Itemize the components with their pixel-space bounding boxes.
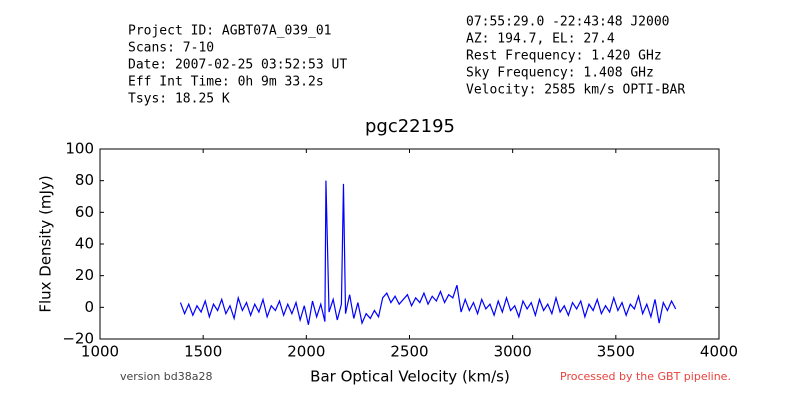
y-tick-label: 40 xyxy=(75,235,94,253)
chart-title: pgc22195 xyxy=(365,116,455,137)
info-line: Sky Frequency: 1.408 GHz xyxy=(466,66,654,81)
y-tick-label: −20 xyxy=(62,330,94,348)
x-tick-label: 3500 xyxy=(597,343,635,361)
info-line: 07:55:29.0 -22:43:48 J2000 xyxy=(466,15,670,30)
y-axis-label: Flux Density (mJy) xyxy=(37,175,55,312)
y-tick-label: 0 xyxy=(84,298,94,316)
x-tick-label: 4000 xyxy=(700,343,738,361)
info-line: Tsys: 18.25 K xyxy=(128,92,230,107)
info-line: Eff Int Time: 0h 9m 33.2s xyxy=(128,75,324,90)
y-tick-label: 100 xyxy=(65,140,94,158)
pipeline-note: Processed by the GBT pipeline. xyxy=(560,370,731,383)
y-tick-label: 20 xyxy=(75,266,94,284)
info-line: Date: 2007-02-25 03:52:53 UT xyxy=(128,58,347,73)
x-tick-label: 1500 xyxy=(184,343,222,361)
info-line: AZ: 194.7, EL: 27.4 xyxy=(466,32,615,47)
info-line: Scans: 7-10 xyxy=(128,41,214,56)
x-tick-label: 3000 xyxy=(494,343,532,361)
spectrum-line xyxy=(179,180,677,326)
info-line: Rest Frequency: 1.420 GHz xyxy=(466,49,662,64)
info-line: Velocity: 2585 km/s OPTI-BAR xyxy=(466,83,685,98)
x-tick-label: 2500 xyxy=(390,343,428,361)
x-tick-label: 1000 xyxy=(81,343,119,361)
x-tick-label: 2000 xyxy=(287,343,325,361)
version-note: version bd38a28 xyxy=(120,370,213,383)
x-axis-label: Bar Optical Velocity (km/s) xyxy=(310,368,510,386)
plot-frame xyxy=(99,148,720,340)
info-line: Project ID: AGBT07A_039_01 xyxy=(128,24,332,39)
y-tick-label: 60 xyxy=(75,203,94,221)
y-tick-label: 80 xyxy=(75,171,94,189)
